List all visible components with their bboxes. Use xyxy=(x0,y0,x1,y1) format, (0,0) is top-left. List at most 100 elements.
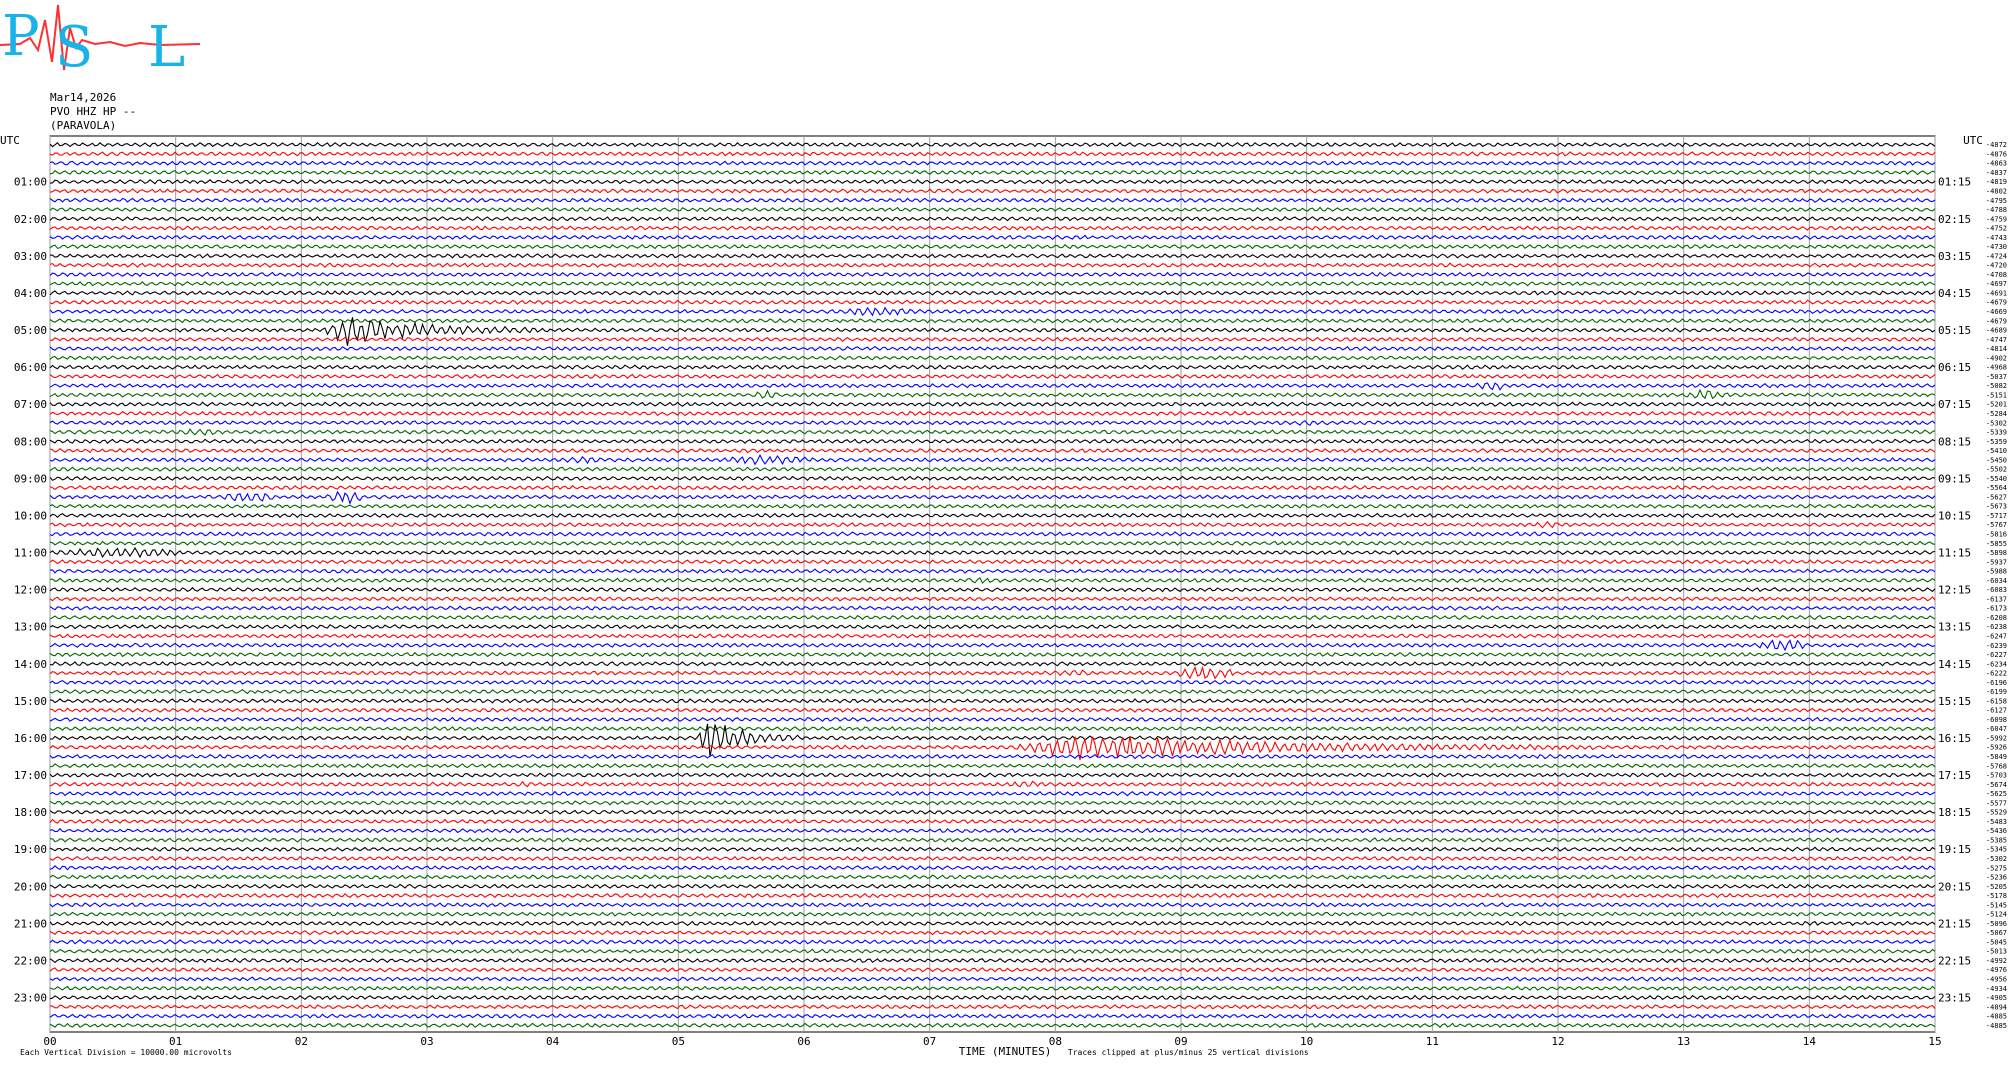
trace-offset-label: -4788 xyxy=(1986,206,2007,214)
trace-offset-label: -5236 xyxy=(1986,874,2007,882)
trace-offset-label: -5674 xyxy=(1986,781,2007,789)
trace-offset-label: -5768 xyxy=(1986,762,2007,770)
trace-offset-label: -5483 xyxy=(1986,818,2007,826)
trace-line xyxy=(49,736,1936,761)
trace-line xyxy=(49,772,1936,778)
trace-offset-label: -5898 xyxy=(1986,549,2007,557)
psl-logo: P S L xyxy=(0,4,201,78)
hour-label-right: 21:15 xyxy=(1938,917,1971,930)
trace-line xyxy=(49,410,1936,417)
trace-line xyxy=(49,864,1936,871)
trace-offset-label: -6199 xyxy=(1986,688,2007,696)
trace-line xyxy=(49,707,1936,713)
trace-line xyxy=(49,661,1936,667)
trace-line xyxy=(49,753,1936,760)
trace-line xyxy=(49,520,1936,529)
trace-offset-label: -5201 xyxy=(1986,401,2007,409)
hour-label-left: 10:00 xyxy=(14,509,47,522)
trace-line xyxy=(49,948,1936,954)
trace-offset-label: -5013 xyxy=(1986,948,2007,956)
trace-offset-label: -5849 xyxy=(1986,753,2007,761)
hour-label-left: 03:00 xyxy=(14,250,47,263)
trace-offset-label: -5345 xyxy=(1986,846,2007,854)
hour-label-right: 07:15 xyxy=(1938,398,1971,411)
hour-label-left: 18:00 xyxy=(14,806,47,819)
trace-line xyxy=(49,540,1936,547)
trace-offset-label: -6239 xyxy=(1986,642,2007,650)
hour-label-right: 04:15 xyxy=(1938,287,1971,300)
trace-offset-label: -6234 xyxy=(1986,660,2007,668)
trace-offset-label: -6208 xyxy=(1986,614,2007,622)
trace-line xyxy=(49,614,1936,621)
trace-offset-label: -4795 xyxy=(1986,197,2007,205)
trace-line xyxy=(49,160,1936,166)
hour-label-left: 02:00 xyxy=(14,213,47,226)
hour-label-right: 11:15 xyxy=(1938,547,1971,560)
hour-label-right: 10:15 xyxy=(1938,509,1971,522)
trace-line xyxy=(49,336,1936,343)
trace-line xyxy=(49,438,1936,445)
trace-line xyxy=(49,428,1936,437)
trace-offset-label: -4934 xyxy=(1986,985,2007,993)
hour-label-right: 12:15 xyxy=(1938,584,1971,597)
trace-offset-label: -4956 xyxy=(1986,976,2007,984)
x-tick-label: 04 xyxy=(546,1035,560,1048)
trace-offset-label: -6158 xyxy=(1986,697,2007,705)
trace-line xyxy=(49,985,1936,991)
trace-offset-label: -5717 xyxy=(1986,512,2007,520)
trace-offset-label: -4863 xyxy=(1986,160,2007,168)
logo-letter-s: S xyxy=(55,15,93,78)
x-tick-label: 13 xyxy=(1677,1035,1690,1048)
hour-label-right: 06:15 xyxy=(1938,361,1971,374)
trace-offset-label: -4885 xyxy=(1986,1022,2007,1030)
trace-offset-label: -4691 xyxy=(1986,289,2007,297)
trace-line xyxy=(49,225,1936,231)
trace-line xyxy=(49,197,1936,203)
trace-line xyxy=(49,484,1936,491)
trace-offset-label: -5436 xyxy=(1986,827,2007,835)
trace-offset-label: -6034 xyxy=(1986,577,2007,585)
trace-line xyxy=(49,355,1936,361)
trace-line xyxy=(49,633,1936,639)
trace-line xyxy=(49,178,1936,185)
x-tick-label: 10 xyxy=(1300,1035,1313,1048)
hour-label-left: 07:00 xyxy=(14,398,47,411)
trace-line xyxy=(49,967,1936,973)
trace-line xyxy=(49,639,1936,652)
trace-line xyxy=(49,568,1936,574)
trace-offset-label: -5205 xyxy=(1986,883,2007,891)
trace-line xyxy=(49,939,1936,945)
trace-line xyxy=(49,382,1936,391)
x-tick-label: 06 xyxy=(797,1035,810,1048)
hour-label-left: 04:00 xyxy=(14,287,47,300)
trace-offset-label: -5037 xyxy=(1986,373,2007,381)
hour-label-right: 23:15 xyxy=(1938,992,1971,1005)
trace-line xyxy=(49,503,1936,509)
trace-offset-label: -6196 xyxy=(1986,679,2007,687)
trace-offset-label: -4872 xyxy=(1986,141,2007,149)
trace-line xyxy=(49,605,1936,611)
trace-offset-label: -4689 xyxy=(1986,327,2007,335)
hour-label-left: 06:00 xyxy=(14,361,47,374)
hour-label-left: 20:00 xyxy=(14,880,47,893)
trace-offset-label: -4730 xyxy=(1986,243,2007,251)
trace-offset-label: -4720 xyxy=(1986,262,2007,270)
trace-offset-label: -5067 xyxy=(1986,929,2007,937)
hour-label-left: 01:00 xyxy=(14,176,47,189)
trace-offset-label: -6083 xyxy=(1986,586,2007,594)
hour-label-right: 20:15 xyxy=(1938,880,1971,893)
hour-label-right: 15:15 xyxy=(1938,695,1971,708)
trace-offset-label: -5703 xyxy=(1986,772,2007,780)
trace-line xyxy=(49,651,1936,658)
trace-offset-label: -5410 xyxy=(1986,447,2007,455)
trace-line xyxy=(49,364,1936,370)
trace-line xyxy=(49,253,1936,259)
trace-offset-label: -5145 xyxy=(1986,901,2007,909)
hour-label-left: 19:00 xyxy=(14,843,47,856)
trace-line xyxy=(49,306,1936,317)
trace-line xyxy=(49,902,1936,908)
x-tick-label: 11 xyxy=(1426,1035,1439,1048)
trace-offset-label: -6247 xyxy=(1986,632,2007,640)
trace-offset-label: -6227 xyxy=(1986,651,2007,659)
